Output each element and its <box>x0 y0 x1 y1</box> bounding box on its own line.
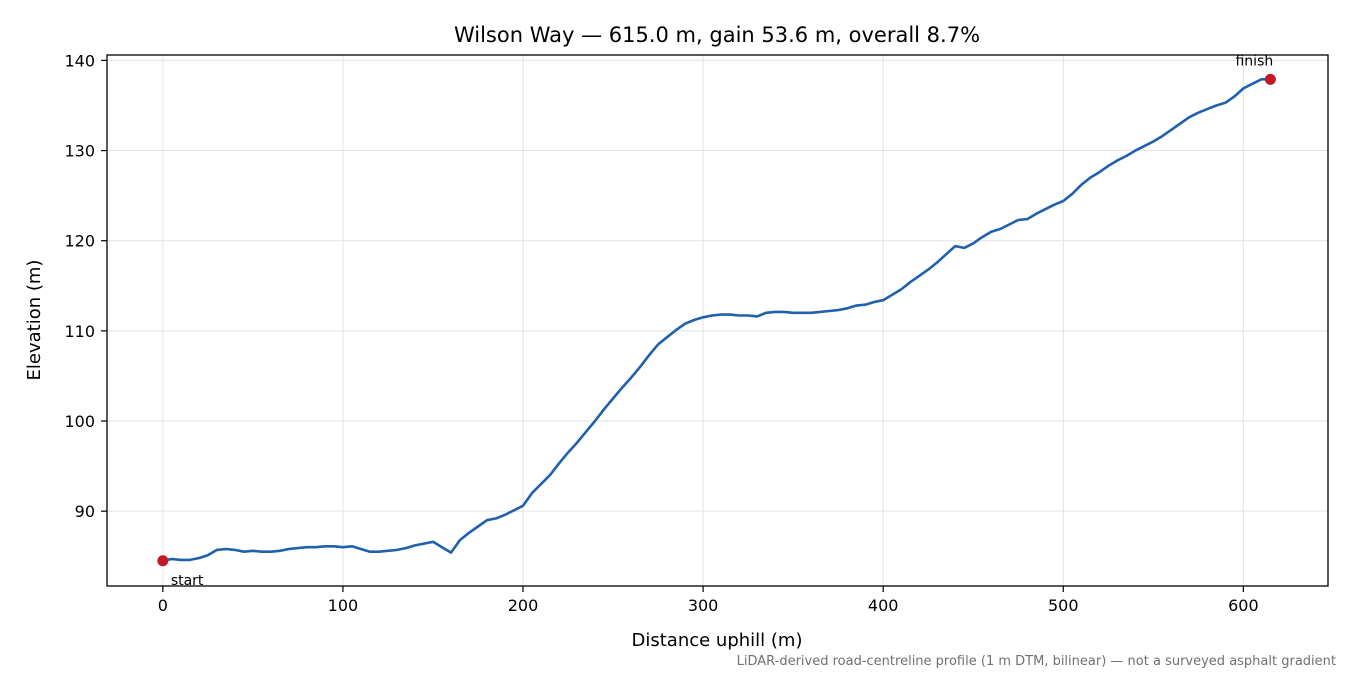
x-tick-label: 600 <box>1228 596 1259 615</box>
y-axis-label: Elevation (m) <box>24 260 45 381</box>
y-tick-label: 100 <box>64 412 95 431</box>
finish-label: finish <box>1235 53 1273 69</box>
plot-area-frame <box>106 54 1329 587</box>
finish-marker <box>1264 73 1276 85</box>
y-tick-label: 130 <box>64 142 95 161</box>
x-tick-label: 400 <box>868 596 899 615</box>
x-tick-label: 500 <box>1048 596 1079 615</box>
y-tick-label: 120 <box>64 232 95 251</box>
chart-title: Wilson Way — 615.0 m, gain 53.6 m, overa… <box>454 23 980 47</box>
elevation-profile-line <box>161 78 1272 563</box>
start-label: start <box>171 573 204 589</box>
x-tick-label: 100 <box>328 596 359 615</box>
x-tick-label: 0 <box>158 596 168 615</box>
x-tick-label: 200 <box>508 596 539 615</box>
x-tick-label: 300 <box>688 596 719 615</box>
tick-layer: 0 100 200 300 400 500 600 90 100 110 120 130 140 <box>64 51 1258 615</box>
x-axis-label: Distance uphill (m) <box>632 630 803 651</box>
footnote: LiDAR-derived road-centreline profile (1… <box>737 654 1336 669</box>
y-tick-label: 90 <box>75 502 95 521</box>
y-tick-label: 140 <box>64 51 95 70</box>
start-marker <box>157 555 169 567</box>
series-layer <box>161 78 1272 563</box>
y-tick-label: 110 <box>64 322 95 341</box>
annotation-layer: start finish <box>157 53 1276 589</box>
grid <box>107 55 1328 586</box>
